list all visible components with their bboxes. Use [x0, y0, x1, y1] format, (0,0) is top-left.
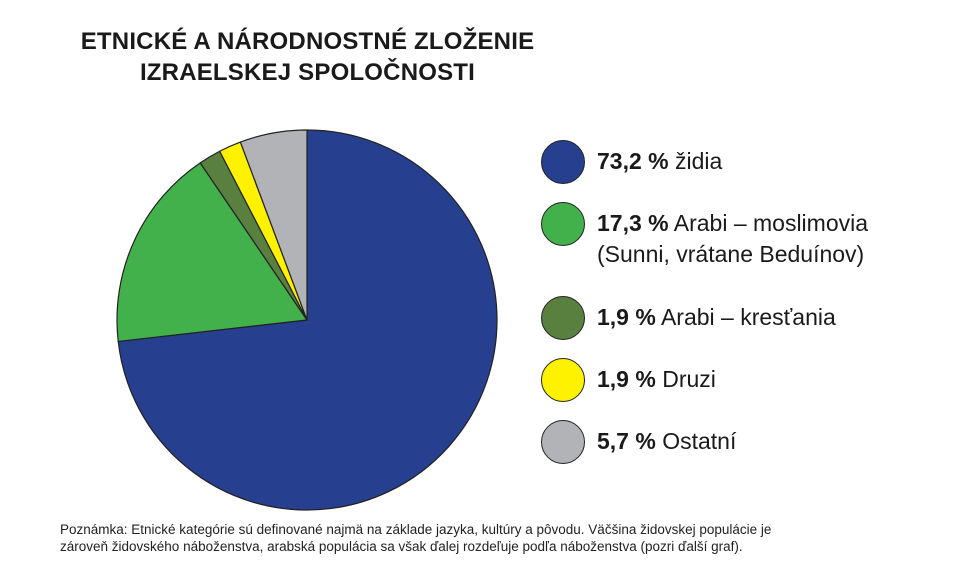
- legend-pct-others: 5,7 %: [597, 428, 656, 454]
- legend-swatch-others: [541, 420, 585, 464]
- legend-swatch-jews: [541, 140, 585, 184]
- legend-item-arab-muslims: 17,3 % Arabi – moslimovia (Sunni, vrátan…: [541, 202, 868, 270]
- chart-title-line-2: IZRAELSKEJ SPOLOČNOSTI: [139, 59, 476, 86]
- pie-slice-others: [239, 129, 308, 321]
- legend-pct-arab-muslims: 17,3 %: [597, 210, 669, 236]
- legend-item-jews: 73,2 % židia: [541, 140, 722, 184]
- legend-text-druze: 1,9 % Druzi: [597, 358, 716, 395]
- legend-text-arab-muslims: 17,3 % Arabi – moslimovia (Sunni, vrátan…: [597, 202, 868, 270]
- pie-chart: [116, 129, 498, 511]
- legend-sublabel-arab-muslims: (Sunni, vrátane Beduínov): [597, 241, 865, 267]
- legend-text-arab-christians: 1,9 % Arabi – kresťania: [597, 296, 836, 333]
- legend-pct-arab-christians: 1,9 %: [597, 304, 656, 330]
- legend-label-druze: Druzi: [662, 366, 716, 392]
- legend-swatch-druze: [541, 358, 585, 402]
- legend-label-arab-muslims: Arabi – moslimovia: [673, 210, 869, 236]
- footnote-line-1: Poznámka: Etnické kategórie sú definovan…: [60, 522, 772, 537]
- chart-title-line-1: ETNICKÉ A NÁRODNOSTNÉ ZLOŽENIE: [80, 28, 535, 55]
- legend-item-druze: 1,9 % Druzi: [541, 358, 716, 402]
- legend-label-others: Ostatní: [662, 428, 737, 454]
- legend-label-jews: židia: [675, 148, 723, 174]
- legend-item-arab-christians: 1,9 % Arabi – kresťania: [541, 296, 836, 340]
- footnote: Poznámka: Etnické kategórie sú definovan…: [60, 521, 920, 555]
- pie-slice-arab-muslims: [116, 162, 308, 343]
- legend-item-others: 5,7 % Ostatní: [541, 420, 736, 464]
- chart-title: ETNICKÉ A NÁRODNOSTNÉ ZLOŽENIE IZRAELSKE…: [40, 26, 575, 88]
- legend-pct-druze: 1,9 %: [597, 366, 656, 392]
- legend-label-arab-christians: Arabi – kresťania: [660, 304, 836, 330]
- legend-swatch-arab-christians: [541, 296, 585, 340]
- legend-text-others: 5,7 % Ostatní: [597, 420, 736, 457]
- legend-text-jews: 73,2 % židia: [597, 140, 722, 177]
- legend-swatch-arab-muslims: [541, 202, 585, 246]
- legend-pct-jews: 73,2 %: [597, 148, 669, 174]
- footnote-line-2: zároveň židovského náboženstva, arabská …: [60, 539, 743, 554]
